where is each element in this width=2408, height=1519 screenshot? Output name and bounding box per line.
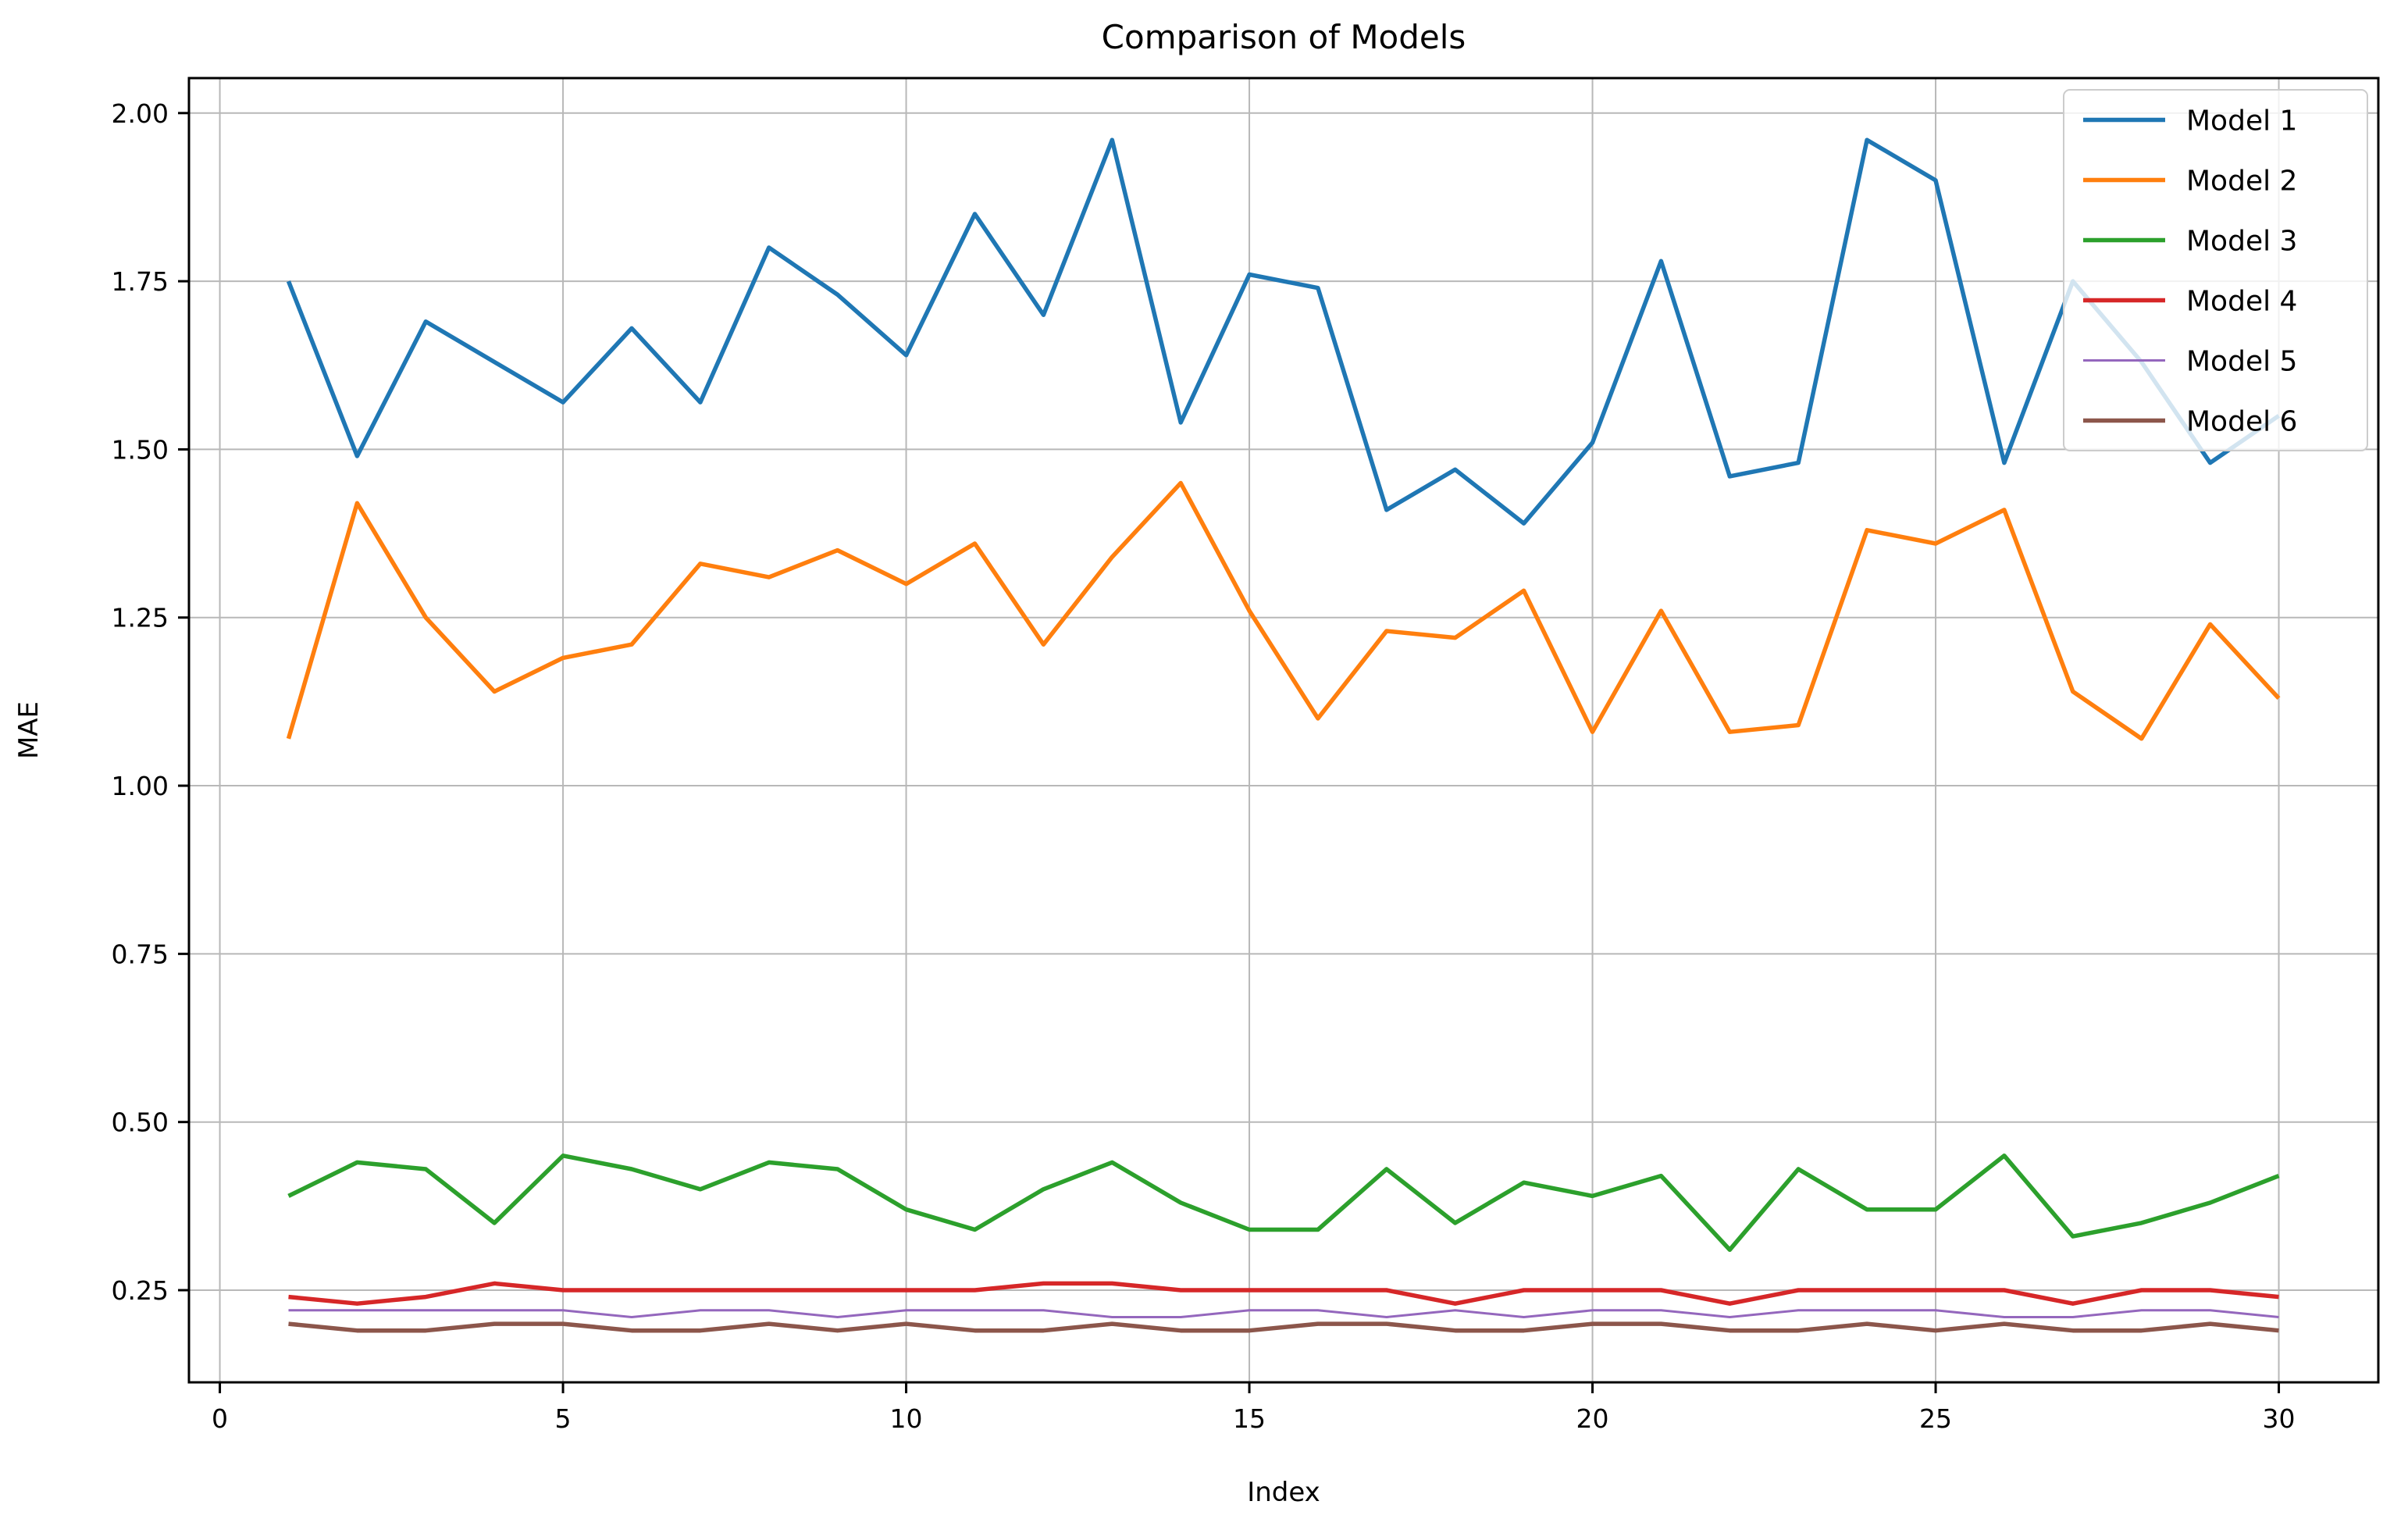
y-tick-label: 0.50 [112, 1107, 169, 1138]
x-tick-label: 0 [212, 1403, 228, 1434]
legend-label-4: Model 4 [2186, 286, 2297, 318]
series-line-model-1 [286, 137, 2281, 526]
series-line-model-5 [288, 1309, 2279, 1318]
legend-frame [2063, 89, 2368, 451]
y-tick-label: 1.25 [112, 603, 169, 633]
x-axis-label: Index [1247, 1477, 1320, 1508]
gridlines [189, 78, 2378, 1382]
y-tick-label: 0.25 [112, 1275, 169, 1306]
legend-label-2: Model 2 [2186, 166, 2297, 198]
legend-label-3: Model 3 [2186, 226, 2297, 258]
x-tick-label: 25 [1919, 1403, 1952, 1434]
legend-label-5: Model 5 [2186, 346, 2297, 378]
plot-area [189, 78, 2378, 1382]
x-tick-label: 30 [2263, 1403, 2296, 1434]
plot-border [187, 77, 2380, 1384]
y-tick-label: 1.00 [112, 771, 169, 801]
legend-label-6: Model 6 [2186, 406, 2297, 438]
x-tick-label: 15 [1233, 1403, 1266, 1434]
series-line-model-2 [286, 480, 2281, 741]
data-series [286, 137, 2281, 1333]
y-tick-label: 1.75 [112, 266, 169, 297]
y-axis-label: MAE [13, 701, 45, 759]
legend-label-1: Model 1 [2186, 105, 2297, 137]
series-line-model-4 [288, 1281, 2279, 1306]
y-tick-label: 1.50 [112, 434, 169, 465]
series-line-model-6 [288, 1321, 2279, 1333]
y-tick-label: 0.75 [112, 939, 169, 969]
x-tick-label: 5 [555, 1403, 572, 1434]
legend-box: Model 1 Model 2 Model 3 Model 4 Model 5 Model… [2063, 89, 2368, 451]
x-tick-label: 20 [1576, 1403, 1609, 1434]
x-tick-label: 10 [890, 1403, 923, 1434]
y-tick-label: 2.00 [112, 98, 169, 129]
axis-ticks: 0 5 10 15 20 25 30 2.00 1.75 1.50 1.25 1.00 0.75 0.50… [112, 98, 2296, 1434]
chart-title: Comparison of Models [1102, 18, 1466, 56]
series-line-model-3 [287, 1154, 2280, 1253]
